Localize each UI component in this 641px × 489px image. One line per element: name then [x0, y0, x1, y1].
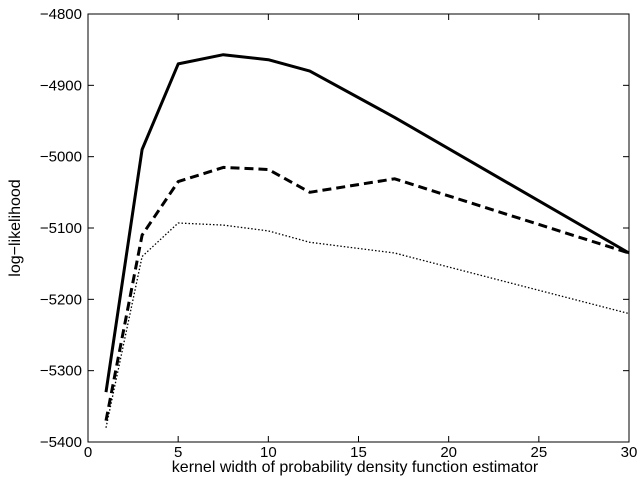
y-tick-labels: −5400 −5300 −5200 −5100 −5000 −4900 −4800 [40, 6, 82, 451]
x-tick-label: 5 [174, 444, 182, 461]
x-axis-label: kernel width of probability density func… [172, 459, 539, 476]
x-tick-label: 20 [440, 444, 457, 461]
y-tick-label: −5100 [40, 220, 82, 237]
x-tick-label: 0 [84, 444, 92, 461]
x-tick-label: 30 [621, 444, 638, 461]
x-tick-label: 10 [260, 444, 277, 461]
y-tick-label: −5200 [40, 291, 82, 308]
y-tick-label: −4900 [40, 77, 82, 94]
y-axis-label: log−likelihood [7, 179, 24, 276]
x-tick-labels: 0 5 10 15 20 25 30 [84, 444, 638, 461]
y-tick-label: −5300 [40, 363, 82, 380]
y-tick-label: −5400 [40, 434, 82, 451]
x-tick-label: 25 [530, 444, 547, 461]
y-tick-label: −5000 [40, 149, 82, 166]
series-line-solid [104, 53, 630, 393]
axis-ticks [87, 13, 630, 443]
y-tick-label: −4800 [40, 6, 82, 23]
x-tick-label: 15 [350, 444, 367, 461]
series-line-dotted [105, 222, 630, 428]
series-layer [104, 53, 630, 428]
plot-area [87, 13, 630, 443]
series-line-dashed [104, 165, 630, 421]
